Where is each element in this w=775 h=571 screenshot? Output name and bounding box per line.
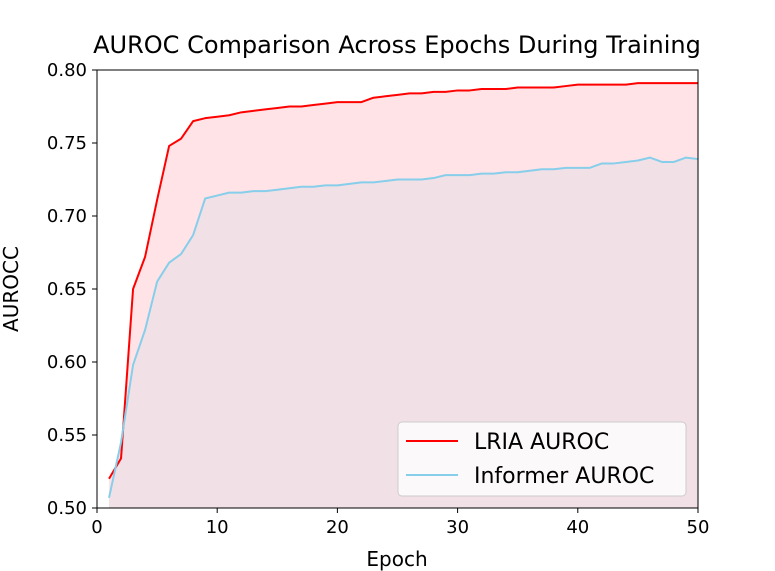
legend-label-informer: Informer AUROC [474,464,654,489]
x-axis-label: Epoch [366,547,427,571]
area-fills [109,83,698,508]
legend: LRIA AUROC Informer AUROC [397,421,687,497]
y-tick-label: 0.60 [47,352,87,373]
series-line-1 [108,156,699,498]
y-tick-label: 0.80 [47,60,87,81]
x-axis-ticks: 0 10 20 30 40 50 [91,508,709,538]
series-lines [108,82,699,498]
x-tick-label: 10 [206,517,229,538]
chart-title: AUROC Comparison Across Epochs During Tr… [93,31,701,59]
plot-frame [96,69,699,509]
series-line-0 [108,82,698,480]
x-tick-label: 40 [566,517,589,538]
y-tick-label: 0.75 [47,133,87,154]
x-tick-label: 0 [91,517,102,538]
x-tick-label: 30 [446,517,469,538]
y-tick-label: 0.50 [47,498,87,519]
x-tick-label: 50 [687,517,710,538]
legend-box [397,421,687,497]
x-tick-label: 20 [326,517,349,538]
y-tick-label: 0.70 [47,206,87,227]
y-tick-label: 0.55 [47,425,87,446]
y-axis-ticks: 0.50 0.55 0.60 0.65 0.70 0.75 0.80 [47,60,97,519]
legend-label-lria: LRIA AUROC [474,430,609,455]
y-tick-label: 0.65 [47,279,87,300]
y-axis-label: AUROCC [0,246,23,332]
area-fill-1 [109,157,698,508]
